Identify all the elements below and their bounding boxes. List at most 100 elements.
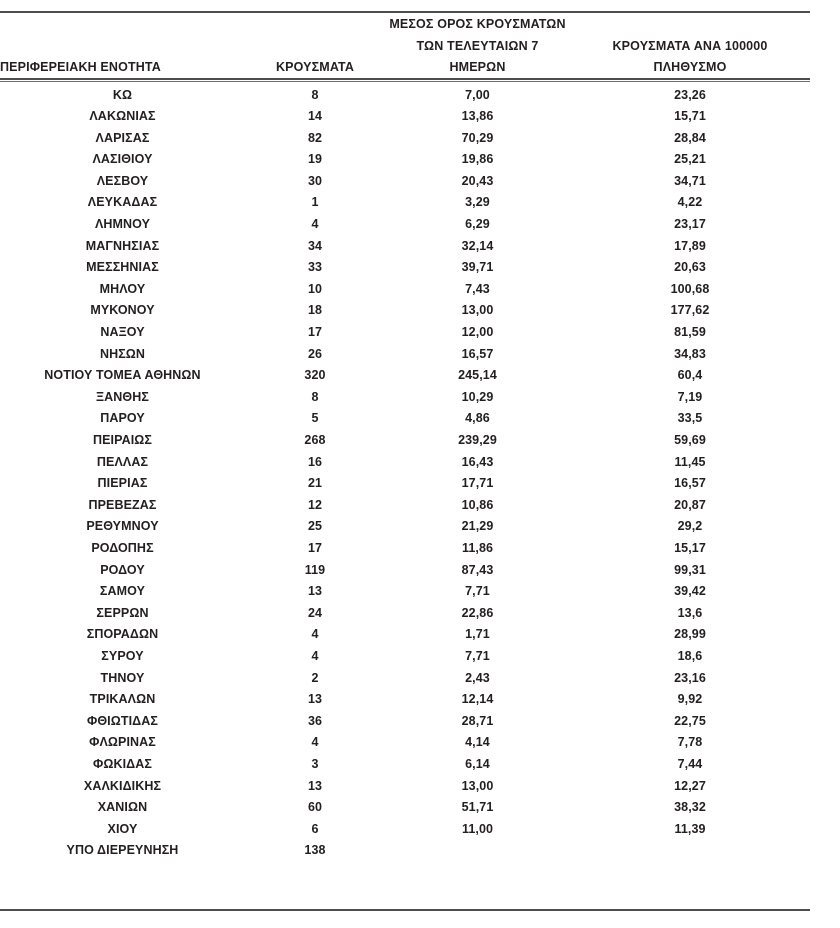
- cell-avg7: 39,71: [461, 260, 494, 275]
- cell-cases: 5: [311, 411, 319, 426]
- cell-avg7: 7,00: [465, 87, 490, 102]
- cell-avg7: 28,71: [461, 713, 494, 728]
- table-row: ΡΕΘΥΜΝΟΥ 25 21,29 29,2: [0, 516, 810, 538]
- cell-cases: 17: [307, 540, 323, 555]
- table-bottom-rule: [0, 909, 810, 911]
- cell-cases: 320: [304, 368, 326, 383]
- cell-cases: 8: [311, 389, 319, 404]
- cell-avg7: 11,86: [461, 540, 494, 555]
- cell-per100k: 16,57: [674, 476, 706, 491]
- cell-region: ΣΠΟΡΑΔΩΝ: [86, 627, 159, 642]
- column-header-cases: ΚΡΟΥΣΜΑΤΑ: [275, 60, 355, 74]
- cell-per100k: 38,32: [674, 800, 706, 815]
- cell-avg7: 16,43: [461, 454, 494, 469]
- cell-region: ΛΕΥΚΑΔΑΣ: [87, 195, 158, 210]
- table-row: ΦΘΙΩΤΙΔΑΣ 36 28,71 22,75: [0, 711, 810, 733]
- cell-per100k: 29,2: [677, 519, 703, 534]
- cell-per100k: 11,45: [674, 454, 706, 469]
- table-row: ΛΕΥΚΑΔΑΣ 1 3,29 4,22: [0, 192, 810, 214]
- cell-cases: 4: [311, 735, 319, 750]
- table-row: ΚΩ 8 7,00 23,26: [0, 85, 810, 107]
- column-header-avg7: ΜΕΣΟΣ ΟΡΟΣ ΚΡΟΥΣΜΑΤΩΝ ΤΩΝ ΤΕΛΕΥΤΑΙΩΝ 7 Η…: [389, 17, 566, 74]
- table-row: ΜΗΛΟΥ 10 7,43 100,68: [0, 279, 810, 301]
- cell-avg7: 1,71: [465, 627, 490, 642]
- cell-cases: 4: [311, 648, 319, 663]
- cell-region: ΛΑΡΙΣΑΣ: [95, 130, 150, 145]
- table-row: ΝΟΤΙΟΥ ΤΟΜΕΑ ΑΘΗΝΩΝ 320 245,14 60,4: [0, 365, 810, 387]
- cell-per100k: 23,16: [674, 670, 706, 685]
- cell-region: ΤΗΝΟΥ: [100, 670, 145, 685]
- cell-per100k: 34,71: [674, 173, 706, 188]
- cell-per100k: 7,44: [677, 756, 703, 771]
- cell-cases: 30: [307, 173, 323, 188]
- cell-cases: 60: [307, 800, 323, 815]
- cell-per100k: 28,84: [674, 130, 706, 145]
- cell-cases: 14: [307, 109, 323, 124]
- cell-region: ΝΑΞΟΥ: [100, 325, 145, 340]
- cell-region: ΣΥΡΟΥ: [101, 648, 144, 663]
- table-top-rule: [0, 11, 810, 13]
- cell-cases: 10: [307, 281, 323, 296]
- cell-region: ΛΑΚΩΝΙΑΣ: [89, 109, 156, 124]
- cell-region: ΦΛΩΡΙΝΑΣ: [89, 735, 156, 750]
- cell-avg7: 6,14: [465, 756, 490, 771]
- cell-avg7: 17,71: [461, 476, 494, 491]
- cell-avg7: 87,43: [461, 562, 494, 577]
- table-row: ΛΑΚΩΝΙΑΣ 14 13,86 15,71: [0, 106, 810, 128]
- cell-region: ΠΕΙΡΑΙΩΣ: [92, 433, 153, 447]
- cell-cases: 13: [307, 584, 323, 599]
- cell-cases: 34: [307, 238, 323, 253]
- column-header-per100k: ΚΡΟΥΣΜΑΤΑ ΑΝΑ 100000 ΠΛΗΘΥΣΜΟ: [612, 38, 768, 75]
- cell-avg7: 13,00: [461, 303, 494, 318]
- cell-cases: 33: [307, 260, 323, 275]
- cell-region: ΞΑΝΘΗΣ: [96, 389, 149, 404]
- cell-per100k: 12,27: [674, 778, 706, 793]
- cell-region: ΜΑΓΝΗΣΙΑΣ: [85, 238, 160, 253]
- cell-region: ΠΑΡΟΥ: [100, 411, 145, 426]
- cell-cases: 138: [304, 843, 326, 858]
- table-row: ΥΠΟ ΔΙΕΡΕΥΝΗΣΗ 138: [0, 840, 810, 862]
- cell-avg7: 4,86: [465, 411, 490, 426]
- cell-per100k: [570, 840, 810, 862]
- column-header-region: ΠΕΡΙΦΕΡΕΙΑΚΗ ΕΝΟΤΗΤΑ: [0, 60, 161, 74]
- cell-per100k: 23,26: [674, 87, 706, 102]
- cell-avg7: 11,00: [461, 821, 494, 836]
- table-row: ΛΗΜΝΟΥ 4 6,29 23,17: [0, 214, 810, 236]
- cell-per100k: 177,62: [670, 303, 710, 318]
- cell-avg7: 32,14: [461, 238, 494, 253]
- table-row: ΛΑΡΙΣΑΣ 82 70,29 28,84: [0, 128, 810, 150]
- cell-avg7: [385, 840, 570, 862]
- table-row: ΣΠΟΡΑΔΩΝ 4 1,71 28,99: [0, 624, 810, 646]
- cell-cases: 268: [304, 433, 326, 447]
- cell-cases: 17: [307, 325, 323, 340]
- cell-per100k: 17,89: [674, 238, 706, 253]
- table-row: ΣΥΡΟΥ 4 7,71 18,6: [0, 646, 810, 668]
- cell-per100k: 11,39: [674, 821, 706, 836]
- table-row: ΝΑΞΟΥ 17 12,00 81,59: [0, 322, 810, 344]
- cell-avg7: 7,71: [465, 648, 490, 663]
- cell-cases: 1: [311, 195, 319, 210]
- table-row: ΠΑΡΟΥ 5 4,86 33,5: [0, 408, 810, 430]
- cell-region: ΠΙΕΡΙΑΣ: [97, 476, 148, 491]
- table-row: ΣΑΜΟΥ 13 7,71 39,42: [0, 581, 810, 603]
- cell-per100k: 28,99: [674, 627, 706, 642]
- cell-avg7: 10,86: [461, 497, 494, 512]
- cell-cases: 4: [311, 217, 319, 232]
- table-row: ΧΑΝΙΩΝ 60 51,71 38,32: [0, 797, 810, 819]
- cell-per100k: 33,5: [677, 411, 703, 426]
- cell-cases: 3: [311, 756, 319, 771]
- table-row: ΞΑΝΘΗΣ 8 10,29 7,19: [0, 387, 810, 409]
- table-row: ΡΟΔΟΥ 119 87,43 99,31: [0, 560, 810, 582]
- cell-cases: 21: [307, 476, 323, 491]
- table-header-rule: [0, 78, 810, 80]
- table-row: ΠΡΕΒΕΖΑΣ 12 10,86 20,87: [0, 495, 810, 517]
- cell-avg7: 3,29: [465, 195, 490, 210]
- cell-region: ΦΘΙΩΤΙΔΑΣ: [87, 713, 158, 728]
- table-body: ΚΩ 8 7,00 23,26 ΛΑΚΩΝΙΑΣ 14 13,86 15,71 ΛΑΡΙΣΑΣ 8…: [0, 85, 810, 862]
- cell-per100k: 34,83: [674, 346, 706, 361]
- cell-per100k: 7,78: [677, 735, 703, 750]
- regional-cases-table: ΠΕΡΙΦΕΡΕΙΑΚΗ ΕΝΟΤΗΤΑ ΚΡΟΥΣΜΑΤΑ ΜΕΣΟΣ ΟΡΟ…: [0, 14, 810, 862]
- cell-per100k: 15,17: [674, 540, 706, 555]
- cell-per100k: 99,31: [674, 562, 706, 577]
- cell-avg7: 2,43: [465, 670, 490, 685]
